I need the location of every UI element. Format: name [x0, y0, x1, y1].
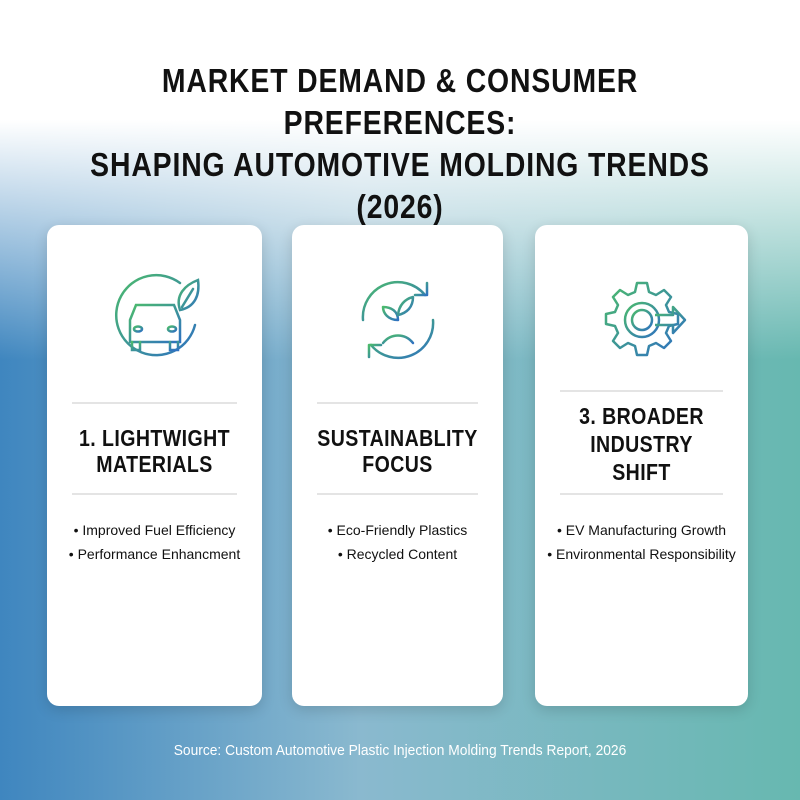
card-lightweight-materials: 1. LIGHTWIGHT MATERIALS • Improved Fuel …: [47, 225, 262, 706]
list-item: • Recycled Content: [337, 546, 458, 562]
gear-arrow-icon: [604, 281, 686, 357]
card-heading: 1. LIGHTWIGHT MATERIALS: [78, 425, 231, 477]
bullet-list: • Eco-Friendly Plastics • Recycled Conte…: [292, 518, 503, 566]
bullet-list: • EV Manufacturing Growth • Environmenta…: [535, 518, 748, 566]
recycle-sprout-icon: [361, 280, 434, 360]
list-item: • EV Manufacturing Growth: [556, 522, 727, 538]
divider: [72, 402, 237, 404]
list-item: • Performance Enhancment: [68, 546, 241, 562]
card-sustainability-focus: SUSTAINABLITY FOCUS • Eco-Friendly Plast…: [292, 225, 503, 706]
card-heading: 3. BROADER INDUSTRY SHIFT: [579, 403, 704, 485]
list-item: • Improved Fuel Efficiency: [73, 522, 236, 538]
divider: [560, 493, 723, 495]
bullet-list: • Improved Fuel Efficiency • Performance…: [47, 518, 262, 566]
divider: [317, 493, 478, 495]
list-item: • Environmental Responsibility: [547, 546, 736, 562]
divider: [560, 390, 723, 392]
source-caption: Source: Custom Automotive Plastic Inject…: [173, 742, 627, 759]
divider: [317, 402, 478, 404]
card-heading: SUSTAINABLITY FOCUS: [317, 425, 478, 477]
eco-car-icon: [114, 273, 200, 357]
divider: [72, 493, 237, 495]
list-item: • Eco-Friendly Plastics: [327, 522, 468, 538]
page-title: MARKET DEMAND & CONSUMER PREFERENCES: SH…: [90, 62, 710, 225]
card-broader-industry-shift: 3. BROADER INDUSTRY SHIFT • EV Manufactu…: [535, 225, 748, 706]
